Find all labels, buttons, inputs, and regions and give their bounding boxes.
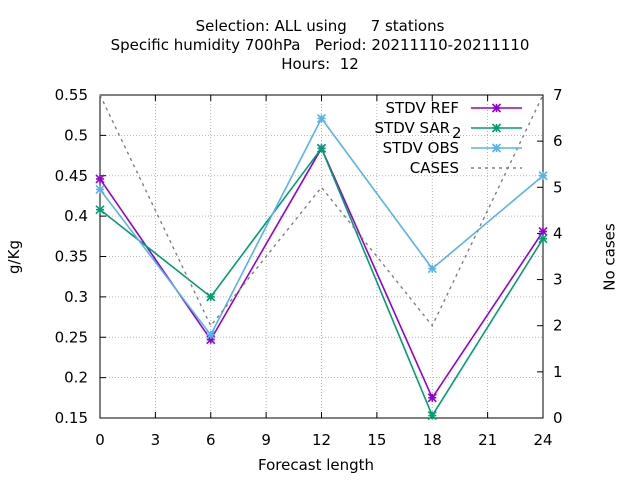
legend-marker-2-stroke-3 (491, 143, 502, 153)
series-0-point-4 (538, 226, 548, 237)
legend-label-1: STDV SAR (375, 119, 450, 137)
legend-label-3: CASES (410, 159, 459, 177)
chart-title-line-3: Hours: 12 (281, 55, 359, 73)
y2-tick-label-3: 3 (553, 271, 563, 289)
series-2-point-2 (316, 113, 327, 123)
y-tick-label-0: 0.15 (55, 409, 88, 427)
series-1-point-2 (316, 143, 327, 153)
series-1-point-1 (206, 292, 216, 302)
y2-tick-label-7: 7 (553, 86, 563, 104)
series-2-point-4-stroke-3 (538, 171, 548, 181)
x-tick-label-1: 3 (151, 431, 161, 449)
y-tick-label-4: 0.35 (55, 248, 88, 266)
series-1-point-2-stroke-3 (316, 143, 327, 153)
y2-tick-label-4: 4 (553, 224, 563, 242)
y2-tick-label-1: 1 (553, 363, 563, 381)
series-2-point-3 (427, 264, 437, 274)
y2-axis-title: No cases (600, 223, 619, 291)
chart-title-line-1: Selection: ALL using 7 stations (195, 17, 445, 35)
series-0-point-3-stroke-3 (427, 393, 437, 403)
series-lines (95, 94, 548, 421)
y-tick-label-6: 0.45 (55, 167, 88, 185)
x-tick-label-3: 9 (261, 431, 271, 449)
legend-marker-1-stroke-3 (491, 123, 502, 133)
series-2-point-0 (95, 184, 105, 195)
x-axis-title: Forecast length (258, 456, 375, 474)
legend-marker-1 (491, 123, 502, 133)
series-1-point-4-stroke-3 (538, 234, 548, 244)
y2-tick-label-0: 0 (553, 409, 563, 427)
series-2-point-0-stroke-3 (95, 184, 105, 195)
series-1-point-0-stroke-3 (95, 205, 105, 215)
legend-label-0: STDV REF (385, 99, 459, 117)
x-tick-label-5: 15 (367, 431, 386, 449)
series-1-point-4 (538, 234, 548, 244)
series-2-point-2-stroke-3 (316, 113, 327, 123)
series-1-point-1-stroke-3 (206, 292, 216, 302)
y-tick-label-7: 0.5 (64, 126, 88, 144)
x-tick-label-0: 0 (95, 431, 105, 449)
series-2-point-1-stroke-3 (206, 330, 216, 340)
y-tick-label-2: 0.25 (55, 328, 88, 346)
grid-lines (100, 95, 543, 418)
series-0-point-4-stroke-3 (538, 226, 548, 237)
x-tick-label-4: 12 (312, 431, 331, 449)
series-2-point-3-stroke-3 (427, 264, 437, 274)
x-tick-label-8: 24 (533, 431, 552, 449)
y-tick-label-8: 0.55 (55, 86, 88, 104)
series-1-point-3-stroke-3 (427, 411, 437, 421)
series-line-3 (99, 94, 544, 328)
series-2-point-1 (206, 330, 216, 340)
x-tick-label-7: 21 (478, 431, 497, 449)
series-0-point-3 (427, 393, 437, 403)
y-tick-label-5: 0.4 (64, 207, 88, 225)
y-axis-title: g/Kg (4, 240, 23, 274)
series-1-point-3 (427, 411, 437, 421)
series-2-point-4 (538, 171, 548, 181)
y-tick-label-1: 0.2 (64, 369, 88, 387)
x-tick-label-2: 6 (206, 431, 216, 449)
legend-marker-0-stroke-3 (491, 103, 502, 113)
y2-tick-label-2: 2 (553, 317, 563, 335)
series-0-point-0-stroke-3 (95, 174, 105, 184)
series-0-point-0 (95, 174, 105, 184)
chart-title-line-2: Specific humidity 700hPa Period: 2021111… (110, 36, 530, 54)
series-1-point-0 (95, 205, 105, 215)
x-tick-label-6: 18 (423, 431, 442, 449)
axis-ticks: 0 3 6 9 12 15 18 21 240.150.20.250.30.350.40.450… (55, 86, 563, 449)
legend-marker-2 (491, 143, 502, 153)
y2-tick-label-6: 6 (553, 132, 563, 150)
legend-marker-0 (491, 103, 502, 113)
legend-label-sub-1: 2 (452, 124, 462, 142)
legend-label-2: STDV OBS (383, 139, 459, 157)
y2-tick-label-5: 5 (553, 178, 563, 196)
y-tick-label-3: 0.3 (64, 288, 88, 306)
